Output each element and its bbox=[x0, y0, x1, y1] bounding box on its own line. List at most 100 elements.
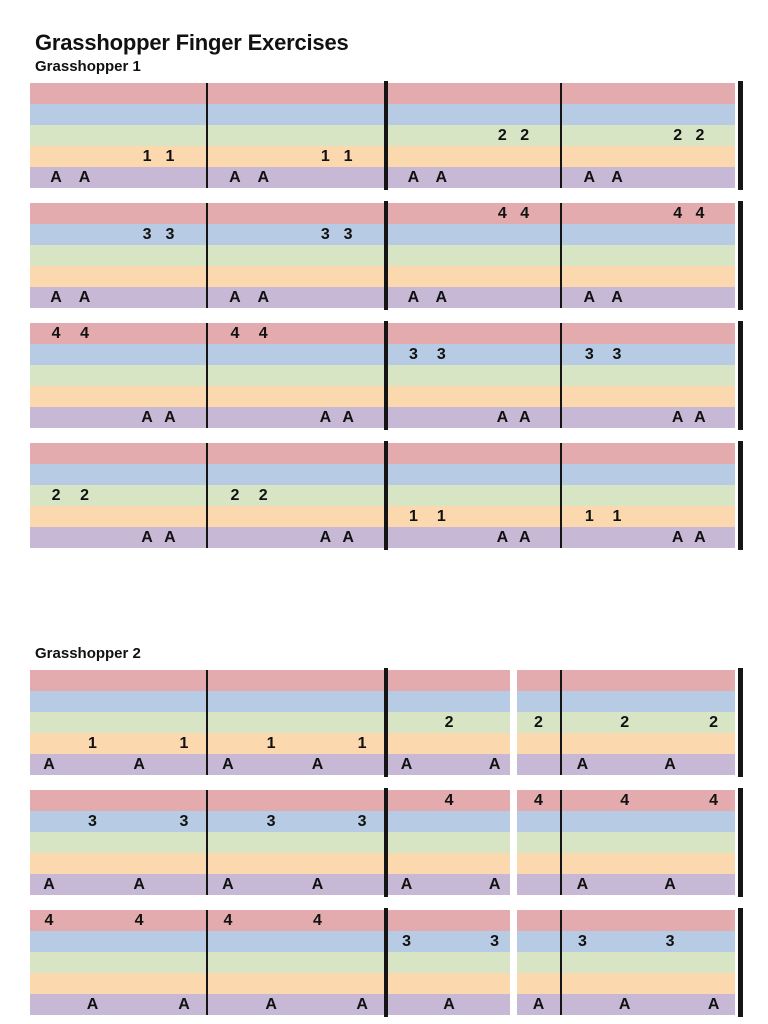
note-finger-2: 2 bbox=[444, 714, 454, 731]
note-open-A: A bbox=[178, 996, 190, 1013]
note-open-A: A bbox=[671, 529, 684, 546]
note-open-A: A bbox=[43, 756, 55, 773]
barline-thick bbox=[384, 668, 388, 777]
note-finger-2: 2 bbox=[534, 714, 543, 731]
staff-row: 4 A 4 A 4 A 4 A 3 A 3 A 3 A 3 A bbox=[30, 908, 743, 1017]
barline-thin bbox=[206, 910, 208, 1015]
note-finger-1: 1 bbox=[436, 508, 446, 525]
note-open-A: A bbox=[222, 876, 234, 893]
note-finger-2: 2 bbox=[520, 127, 530, 144]
barline-thick bbox=[384, 908, 388, 1017]
pitch-band-finger-1-orange bbox=[30, 386, 735, 407]
pitch-band-finger-3-blue bbox=[30, 344, 735, 365]
note-finger-4: 4 bbox=[134, 912, 144, 929]
note-finger-4: 4 bbox=[695, 205, 705, 222]
note-finger-2: 2 bbox=[80, 487, 89, 504]
note-open-A: A bbox=[86, 996, 99, 1013]
barline-thin bbox=[206, 203, 208, 308]
note-open-A: A bbox=[229, 169, 241, 186]
note-finger-1: 1 bbox=[165, 148, 175, 165]
note-open-A: A bbox=[496, 529, 509, 546]
note-finger-3: 3 bbox=[266, 813, 276, 830]
note-open-A: A bbox=[694, 409, 706, 426]
note-open-A: A bbox=[694, 529, 706, 546]
barline-thin bbox=[206, 83, 208, 188]
note-open-A: A bbox=[164, 409, 176, 426]
note-open-A: A bbox=[141, 409, 153, 426]
note-open-A: A bbox=[518, 529, 531, 546]
note-finger-2: 2 bbox=[497, 127, 507, 144]
pitch-band-finger-1-orange bbox=[30, 973, 735, 994]
note-finger-4: 4 bbox=[709, 792, 719, 809]
pitch-band-finger-3-blue bbox=[30, 104, 735, 125]
note-finger-3: 3 bbox=[165, 226, 175, 243]
note-open-A: A bbox=[164, 529, 176, 546]
note-open-A: A bbox=[707, 996, 720, 1013]
note-finger-4: 4 bbox=[497, 205, 507, 222]
note-finger-2: 2 bbox=[230, 487, 240, 504]
note-open-A: A bbox=[532, 996, 545, 1013]
barline-thick bbox=[384, 441, 388, 550]
note-finger-3: 3 bbox=[343, 226, 353, 243]
note-open-A: A bbox=[488, 756, 501, 773]
barline-thick bbox=[384, 788, 388, 897]
note-open-A: A bbox=[400, 756, 413, 773]
note-open-A: A bbox=[133, 876, 145, 893]
note-open-A: A bbox=[583, 289, 596, 306]
pitch-band-finger-2-green bbox=[30, 712, 735, 733]
barline-thin bbox=[560, 443, 562, 548]
note-finger-4: 4 bbox=[258, 325, 268, 342]
note-finger-3: 3 bbox=[490, 933, 500, 950]
pitch-band-finger-1-orange bbox=[30, 266, 735, 287]
note-finger-2: 2 bbox=[709, 714, 719, 731]
barline-thick bbox=[384, 201, 388, 310]
note-open-A: A bbox=[319, 409, 332, 426]
pitch-band-finger-4-red bbox=[30, 790, 735, 811]
note-open-A: A bbox=[141, 529, 153, 546]
barline-thin bbox=[560, 323, 562, 428]
note-finger-3: 3 bbox=[409, 346, 418, 363]
barline-thick-end bbox=[738, 81, 743, 190]
note-finger-3: 3 bbox=[402, 933, 412, 950]
system-gap bbox=[510, 790, 517, 895]
note-finger-3: 3 bbox=[612, 346, 622, 363]
page-title: Grasshopper Finger Exercises bbox=[35, 30, 349, 55]
note-open-A: A bbox=[78, 169, 91, 186]
note-finger-4: 4 bbox=[223, 912, 233, 929]
note-finger-2: 2 bbox=[51, 487, 61, 504]
note-finger-3: 3 bbox=[436, 346, 446, 363]
barline-thick-end bbox=[738, 201, 743, 310]
pitch-band-open-string-purple bbox=[30, 167, 735, 188]
note-open-A: A bbox=[618, 996, 631, 1013]
barline-thick bbox=[384, 321, 388, 430]
barline-thick-end bbox=[738, 788, 743, 897]
note-open-A: A bbox=[311, 756, 324, 773]
pitch-band-open-string-purple bbox=[30, 287, 735, 308]
note-finger-4: 4 bbox=[51, 325, 61, 342]
note-open-A: A bbox=[488, 876, 501, 893]
pitch-band-open-string-purple bbox=[30, 407, 735, 428]
note-finger-3: 3 bbox=[179, 813, 189, 830]
note-open-A: A bbox=[518, 409, 531, 426]
note-finger-1: 1 bbox=[266, 735, 276, 752]
system-gap bbox=[510, 910, 517, 1015]
note-open-A: A bbox=[50, 169, 62, 186]
pitch-band-finger-1-orange bbox=[30, 146, 735, 167]
note-finger-4: 4 bbox=[230, 325, 240, 342]
pitch-band-finger-1-orange bbox=[30, 733, 735, 754]
note-finger-1: 1 bbox=[409, 508, 418, 525]
note-open-A: A bbox=[664, 756, 676, 773]
pitch-band-finger-2-green bbox=[30, 832, 735, 853]
barline-thick-end bbox=[738, 668, 743, 777]
note-finger-3: 3 bbox=[142, 226, 152, 243]
note-finger-1: 1 bbox=[584, 508, 594, 525]
staff-row: A 1 A 1 A 1 A 1 A 2 A 2 A 2 A 2 bbox=[30, 668, 743, 777]
pitch-band-finger-4-red bbox=[30, 203, 735, 224]
note-open-A: A bbox=[257, 169, 270, 186]
note-finger-3: 3 bbox=[320, 226, 330, 243]
barline-thick-end bbox=[738, 441, 743, 550]
note-open-A: A bbox=[342, 529, 354, 546]
system-gap bbox=[510, 670, 517, 775]
